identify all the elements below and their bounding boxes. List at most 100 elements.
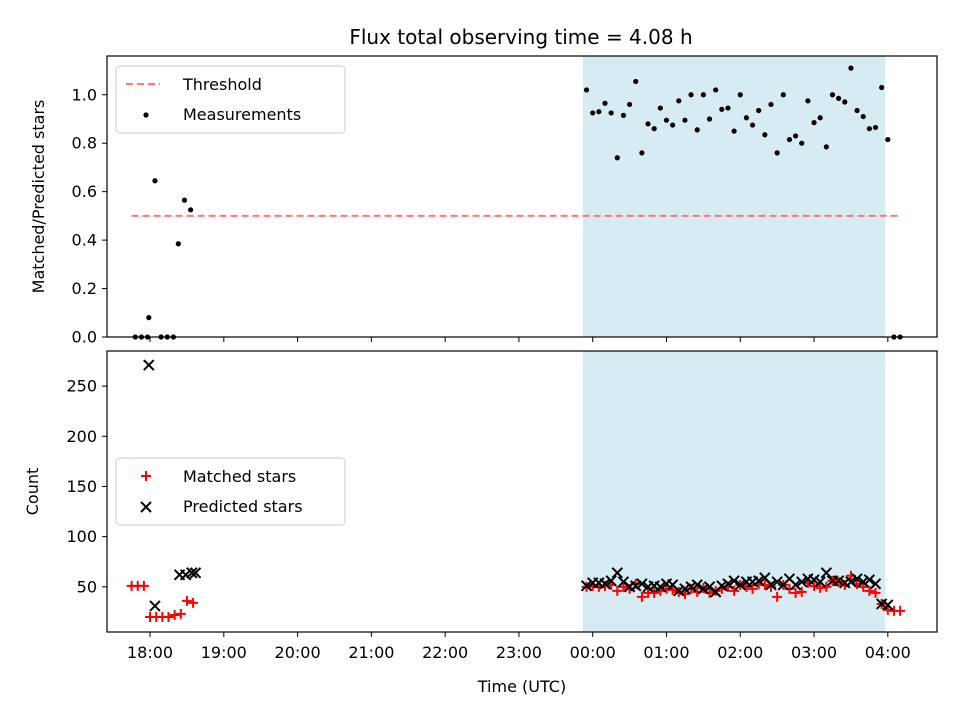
- legend-predicted-label: Predicted stars: [183, 497, 303, 516]
- predicted-star-point: [599, 578, 611, 590]
- measurement-point: [879, 84, 885, 91]
- matched-star-point: [163, 611, 174, 622]
- predicted-star-point: [752, 575, 765, 587]
- matched-star-point: [667, 584, 678, 595]
- predicted-star-point: [820, 567, 833, 579]
- matched-star-point: [895, 605, 906, 616]
- measurement-point: [743, 115, 750, 121]
- predicted-star-point: [796, 576, 808, 588]
- measurement-point: [885, 136, 891, 143]
- y-axis-count: 50 100 150 200 250: [66, 377, 107, 596]
- predicted-star-point: [722, 578, 734, 590]
- observing-window-shade: [582, 56, 886, 337]
- measurement-point: [633, 78, 639, 85]
- predicted-stars-points: [143, 359, 894, 612]
- predicted-star-point: [580, 580, 593, 592]
- measurement-point: [786, 136, 793, 143]
- x-tick-label: 04:00: [865, 643, 911, 662]
- measurement-point: [780, 92, 786, 98]
- measurement-point: [799, 140, 805, 146]
- y-tick-label: 250: [66, 377, 97, 396]
- predicted-star-point: [832, 575, 845, 587]
- measurement-point: [651, 126, 657, 132]
- predicted-star-point: [654, 581, 667, 593]
- measurement-point: [823, 144, 829, 150]
- matched-star-point: [618, 581, 629, 592]
- legend-measurement-swatch: [143, 112, 149, 118]
- measurement-point: [848, 65, 854, 71]
- predicted-star-point: [869, 578, 882, 590]
- measurement-point: [725, 105, 731, 111]
- measurement-point: [749, 122, 756, 128]
- predicted-star-point: [636, 578, 648, 590]
- matched-star-point: [636, 591, 647, 602]
- matched-star-point: [870, 587, 881, 598]
- legend-matched-label: Matched stars: [183, 467, 296, 486]
- measurement-point: [737, 92, 743, 98]
- x-tick-label: 03:00: [791, 643, 837, 662]
- measurement-point: [602, 100, 608, 106]
- legend-predicted-swatch: [140, 501, 152, 513]
- x-tick-label: 01:00: [643, 643, 689, 662]
- y-tick-label: 50: [77, 577, 97, 596]
- y-tick-label: 0.8: [72, 134, 97, 153]
- plot-frame-bottom: [106, 350, 938, 633]
- x-ticks-top: [149, 337, 889, 342]
- x-tick-label: 19:00: [201, 643, 247, 662]
- legend-measurement-label: Measurements: [183, 105, 301, 124]
- matched-star-point: [747, 583, 758, 594]
- predicted-star-point: [789, 579, 802, 591]
- measurement-point: [854, 107, 860, 114]
- x-axis-label: Time (UTC): [477, 677, 566, 696]
- measurement-point: [706, 116, 713, 122]
- predicted-star-point: [611, 567, 624, 579]
- measurement-point: [694, 127, 700, 133]
- measurement-point: [188, 207, 194, 213]
- measurement-point: [146, 315, 152, 321]
- matched-star-point: [175, 608, 186, 619]
- measurement-point: [811, 120, 817, 126]
- predicted-star-point: [845, 576, 857, 588]
- predicted-star-point: [143, 359, 155, 371]
- x-tick-label: 02:00: [717, 643, 763, 662]
- matched-star-point: [649, 587, 660, 598]
- measurement-point: [762, 132, 768, 138]
- predicted-star-point: [716, 580, 728, 592]
- matched-star-point: [772, 591, 783, 602]
- predicted-star-point: [857, 576, 869, 588]
- matched-star-point: [612, 585, 623, 596]
- measurement-point: [620, 112, 627, 118]
- y-tick-label: 0.0: [72, 328, 97, 347]
- measurement-point: [713, 87, 719, 93]
- measurement-point: [836, 95, 842, 101]
- predicted-star-point: [630, 580, 642, 592]
- measurement-point: [700, 92, 706, 98]
- legend-ratio: Threshold Measurements: [115, 65, 346, 134]
- legend-matched-swatch: [141, 471, 151, 481]
- predicted-star-point: [771, 576, 783, 588]
- predicted-star-point: [605, 575, 617, 587]
- y-axis-label-ratio: Matched/Predicted stars: [29, 100, 48, 294]
- predicted-star-point: [734, 579, 746, 591]
- y-tick-label: 1.0: [72, 85, 97, 104]
- measurement-point: [663, 117, 670, 123]
- y-tick-label: 0.2: [72, 279, 97, 298]
- legend-box: [115, 457, 346, 526]
- measurement-point: [872, 124, 879, 131]
- matched-star-point: [882, 604, 893, 615]
- predicted-star-point: [765, 579, 777, 591]
- predicted-star-point: [679, 583, 691, 595]
- measurement-point: [608, 110, 614, 116]
- measurement-point: [792, 133, 799, 139]
- measurement-point: [688, 92, 694, 98]
- predicted-star-point: [189, 567, 202, 579]
- matched-star-point: [815, 582, 826, 593]
- predicted-star-point: [685, 581, 697, 593]
- predicted-star-point: [186, 567, 198, 579]
- measurement-point: [774, 150, 780, 156]
- panel-ratio: 0.0 0.2 0.4 0.6 0.8 1.0 Matched/Predicted sta…: [29, 55, 938, 347]
- measurement-point: [805, 98, 811, 104]
- x-tick-label: 00:00: [570, 643, 616, 662]
- y-tick-label: 0.4: [72, 231, 97, 250]
